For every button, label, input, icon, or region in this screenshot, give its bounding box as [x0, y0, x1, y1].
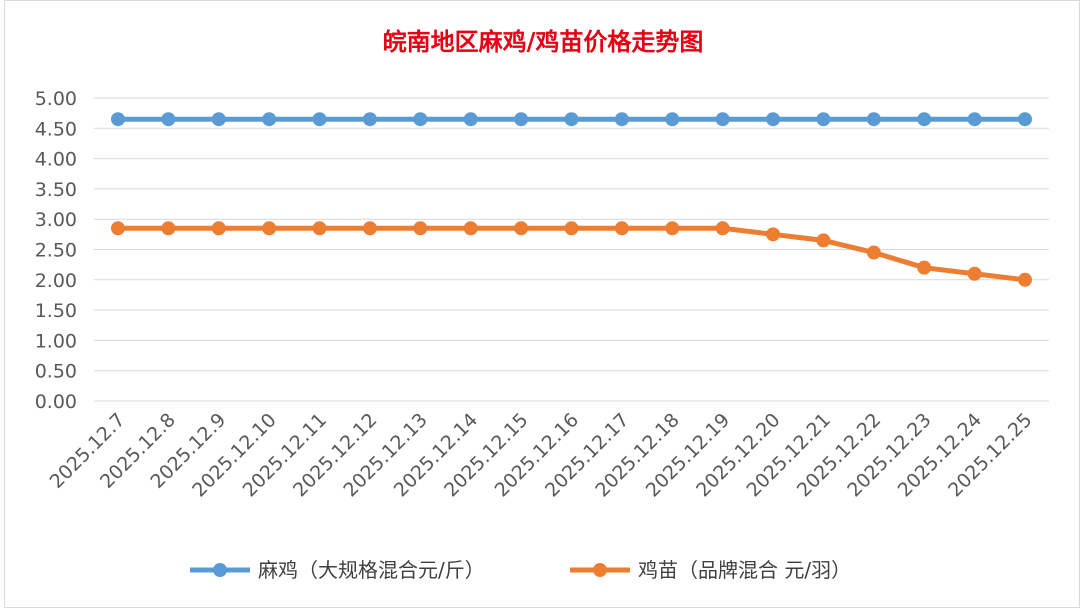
- y-tick-label: 2.50: [35, 240, 77, 262]
- data-point: [564, 112, 579, 127]
- legend-label: 麻鸡（大规格混合元/斤）: [258, 558, 485, 582]
- legend: 麻鸡（大规格混合元/斤） 鸡苗（品牌混合 元/羽）: [190, 558, 851, 582]
- data-point: [413, 112, 428, 127]
- y-tick-label: 4.00: [35, 149, 77, 171]
- data-point: [816, 112, 831, 127]
- chart-frame: [4, 0, 1080, 608]
- data-point: [917, 260, 932, 275]
- gridlines: [94, 97, 1049, 402]
- data-point: [362, 112, 377, 127]
- y-tick-label: 5.00: [35, 88, 77, 110]
- data-point: [665, 112, 680, 127]
- y-tick-label: 1.00: [35, 330, 77, 352]
- data-point: [866, 112, 881, 127]
- data-point: [665, 221, 680, 236]
- x-axis-ticks: 2025.12.72025.12.82025.12.92025.12.10202…: [46, 409, 1037, 501]
- y-tick-label: 0.00: [35, 391, 77, 413]
- data-point: [111, 221, 125, 236]
- series-group: [111, 112, 1032, 287]
- data-point: [766, 227, 781, 242]
- data-point: [362, 221, 377, 236]
- data-point: [161, 112, 176, 127]
- data-point: [816, 233, 831, 248]
- data-point: [715, 221, 730, 236]
- data-point: [463, 221, 478, 236]
- series-line: [115, 225, 1028, 283]
- data-point: [967, 266, 982, 281]
- legend-marker: [213, 563, 227, 577]
- data-point: [262, 112, 277, 127]
- y-tick-label: 1.50: [35, 300, 77, 322]
- data-point: [413, 221, 428, 236]
- data-point: [614, 112, 629, 127]
- legend-marker: [593, 563, 607, 577]
- data-point: [1018, 272, 1032, 287]
- data-point: [514, 112, 529, 127]
- chart-title: 皖南地区麻鸡/鸡苗价格走势图: [382, 27, 704, 56]
- y-tick-label: 3.00: [35, 209, 77, 231]
- data-point: [262, 221, 277, 236]
- data-point: [614, 221, 629, 236]
- data-point: [1018, 112, 1032, 127]
- data-point: [917, 112, 932, 127]
- data-point: [312, 221, 327, 236]
- legend-label: 鸡苗（品牌混合 元/羽）: [638, 558, 851, 582]
- y-tick-label: 0.50: [35, 361, 77, 383]
- y-axis-ticks: 0.00 0.50 1.00 1.50 2.00 2.50 3.00 3.50 4.00 4.50…: [35, 88, 77, 413]
- data-point: [463, 112, 478, 127]
- data-point: [866, 245, 881, 260]
- data-point: [514, 221, 529, 236]
- data-point: [111, 112, 125, 127]
- data-point: [715, 112, 730, 127]
- data-point: [766, 112, 781, 127]
- data-point: [211, 221, 226, 236]
- y-tick-label: 3.50: [35, 179, 77, 201]
- data-point: [967, 112, 982, 127]
- data-point: [161, 221, 176, 236]
- data-point: [211, 112, 226, 127]
- data-point: [312, 112, 327, 127]
- y-tick-label: 4.50: [35, 118, 77, 140]
- y-tick-label: 2.00: [35, 270, 77, 292]
- data-point: [564, 221, 579, 236]
